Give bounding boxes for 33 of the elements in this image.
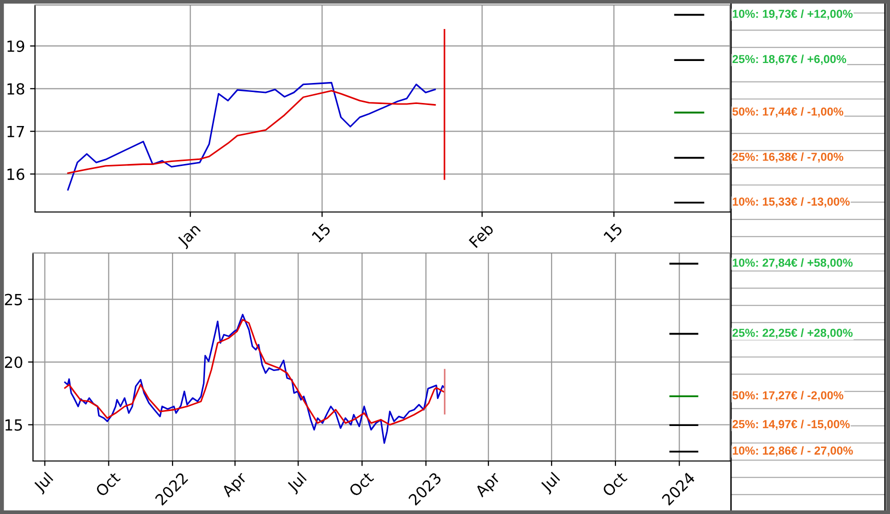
x-tick-label: 15	[603, 223, 623, 243]
text: 25%: 18,67€ / +6,00%	[732, 54, 846, 65]
text: 25%: 14,97€ / -15,00%	[732, 420, 850, 430]
line-series	[64, 314, 445, 444]
y-tick-label: 15	[6, 419, 22, 431]
text: 25%: 22,25€ / +28,00%	[732, 328, 853, 339]
line-series	[67, 82, 436, 191]
x-tick-label: Apr	[474, 471, 503, 500]
text: 10%: 15,33€ / -13,00%	[732, 197, 850, 208]
x-tick-label: Oct	[348, 471, 374, 498]
line-series	[64, 318, 445, 426]
y-tick-label: 19	[8, 40, 24, 52]
x-tick-label: Oct	[94, 471, 121, 498]
x-tick-label: Feb	[468, 222, 494, 248]
text: 25%: 16,38€ / -7,00%	[732, 152, 844, 163]
text: 10%: 27,84€ / +58,00%	[732, 258, 853, 268]
y-tick-label: 17	[8, 126, 24, 138]
x-tick-label: Jul	[32, 472, 56, 495]
x-tick-label: Apr	[220, 471, 250, 500]
line-series	[67, 90, 436, 174]
text: 10%: 12,86€ / - 27,00%	[732, 446, 853, 456]
x-tick-label: Oct	[602, 471, 628, 498]
x-tick-label: 15	[312, 223, 332, 243]
y-tick-label: 18	[8, 83, 24, 95]
x-tick-label: Jul	[286, 472, 309, 495]
text: 50%: 17,27€ / -2,00%	[732, 390, 844, 402]
text: 10%: 19,73€ / +12,00%	[732, 9, 853, 20]
x-tick-label: Jul	[539, 472, 562, 495]
y-tick-label: 25	[4, 294, 22, 306]
text: 50%: 17,44€ / -1,00%	[732, 107, 844, 118]
y-tick-label: 20	[4, 356, 22, 368]
y-tick-label: 16	[8, 168, 24, 180]
x-tick-label: Jan	[176, 222, 203, 250]
